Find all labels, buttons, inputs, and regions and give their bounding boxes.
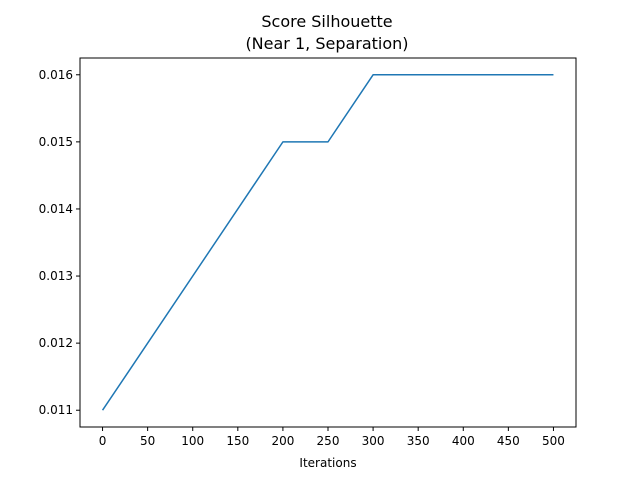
- x-tick-label: 500: [542, 434, 565, 448]
- x-tick-label: 150: [226, 434, 249, 448]
- y-tick-label: 0.011: [39, 403, 73, 417]
- y-axis: 0.011 0.012 0.013 0.014 0.015 0.016: [39, 68, 80, 417]
- x-tick-label: 200: [271, 434, 294, 448]
- y-tick-label: 0.015: [39, 135, 73, 149]
- x-tick-label: 350: [407, 434, 430, 448]
- series-line-0: [101, 74, 554, 411]
- y-tick-label: 0.012: [39, 336, 73, 350]
- y-tick-label: 0.016: [39, 68, 73, 82]
- chart-title-line2: (Near 1, Separation): [245, 34, 408, 53]
- chart-title-line1: Score Silhouette: [261, 12, 392, 31]
- x-tick-label: 100: [181, 434, 204, 448]
- plot-area: [101, 74, 554, 411]
- x-tick-label: 250: [317, 434, 340, 448]
- x-tick-label: 0: [99, 434, 107, 448]
- x-tick-label: 450: [497, 434, 520, 448]
- y-tick-label: 0.013: [39, 269, 73, 283]
- y-tick-label: 0.014: [39, 202, 73, 216]
- x-axis-label: Iterations: [299, 456, 356, 470]
- x-tick-label: 400: [452, 434, 475, 448]
- x-tick-label: 50: [140, 434, 155, 448]
- axes-frame: [79, 57, 577, 428]
- x-axis: 0 50 100 150 200 250 300 350 400 450 500: [99, 427, 565, 448]
- x-tick-label: 300: [362, 434, 385, 448]
